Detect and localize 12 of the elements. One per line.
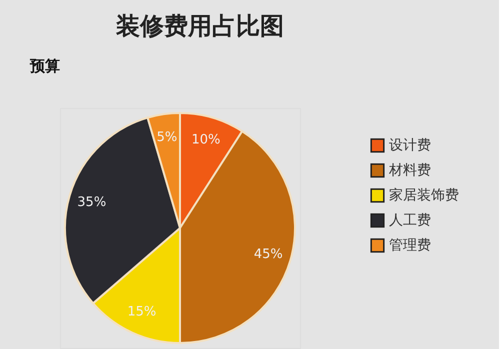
data-label: 15% — [127, 304, 156, 320]
data-label: 35% — [77, 195, 106, 210]
data-label: 10% — [191, 132, 220, 148]
text: 预算 — [29, 57, 60, 75]
legend-label: 人工费 — [389, 212, 431, 228]
legend-label: 材料费 — [388, 162, 431, 178]
chart-title: 装修费用占比图 — [115, 12, 284, 40]
data-label: 45% — [254, 246, 283, 262]
data-label: 5% — [156, 130, 178, 145]
legend-label: 家居装饰费 — [389, 188, 459, 204]
legend-label: 设计费 — [389, 138, 431, 154]
legend-label: 管理费 — [389, 238, 431, 254]
